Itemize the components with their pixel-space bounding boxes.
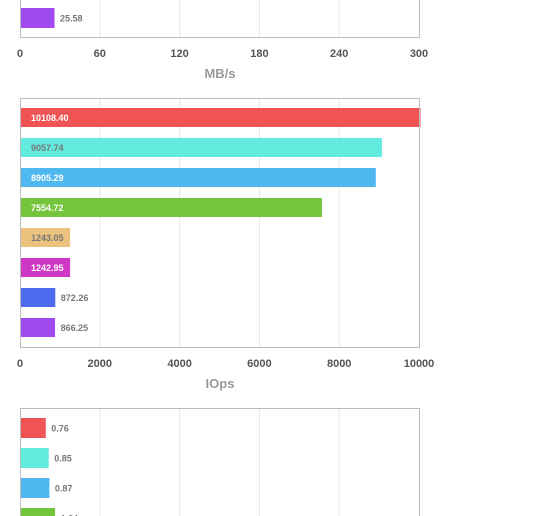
x-tick-label: 300: [410, 48, 428, 60]
bar-value-label: 872.26: [61, 293, 89, 303]
bar-value-label: 0.76: [51, 424, 69, 434]
bar-value-label: 7554.72: [31, 203, 64, 213]
bar-value-label: 10108.40: [31, 113, 69, 123]
x-tick-label: 6000: [247, 358, 271, 370]
x-tick-label: 8000: [327, 358, 351, 370]
bar-value-label: 1.04: [61, 514, 79, 516]
bar-value-label: 0.85: [54, 454, 72, 464]
plot-frame: [20, 408, 420, 516]
bar: [20, 288, 56, 307]
x-tick-label: 240: [330, 48, 348, 60]
bar: [20, 508, 56, 516]
x-tick-label: 10000: [404, 358, 435, 370]
x-axis-title: MB/s: [204, 66, 235, 81]
x-tick-label: 120: [170, 48, 188, 60]
x-tick-label: 2000: [88, 358, 112, 370]
bar: [20, 258, 71, 277]
x-tick-label: 60: [94, 48, 106, 60]
bar-value-label: 9057.74: [31, 143, 64, 153]
plot-frame: [20, 98, 420, 348]
x-tick-label: 0: [17, 358, 23, 370]
bar: [20, 478, 50, 498]
bar-value-label: 1242.95: [31, 263, 64, 273]
bar: [20, 448, 49, 468]
x-tick-label: 180: [250, 48, 268, 60]
bar: [20, 108, 421, 127]
bar: [20, 318, 56, 337]
bar-value-label: 0.87: [55, 484, 73, 494]
x-axis-title: IOps: [206, 376, 235, 391]
bar: [20, 418, 46, 438]
bar: [20, 228, 71, 247]
x-tick-label: 0: [17, 48, 23, 60]
bar-value-label: 1243.05: [31, 233, 64, 243]
x-tick-label: 4000: [167, 358, 191, 370]
plot-frame: [20, 0, 420, 38]
bar-value-label: 866.25: [61, 323, 89, 333]
bar: [20, 8, 55, 28]
bar-value-label: 8905.29: [31, 173, 64, 183]
bar-value-label: 25.58: [60, 14, 83, 24]
bar: [20, 138, 382, 157]
bar: [20, 198, 322, 217]
bar: [20, 168, 376, 187]
